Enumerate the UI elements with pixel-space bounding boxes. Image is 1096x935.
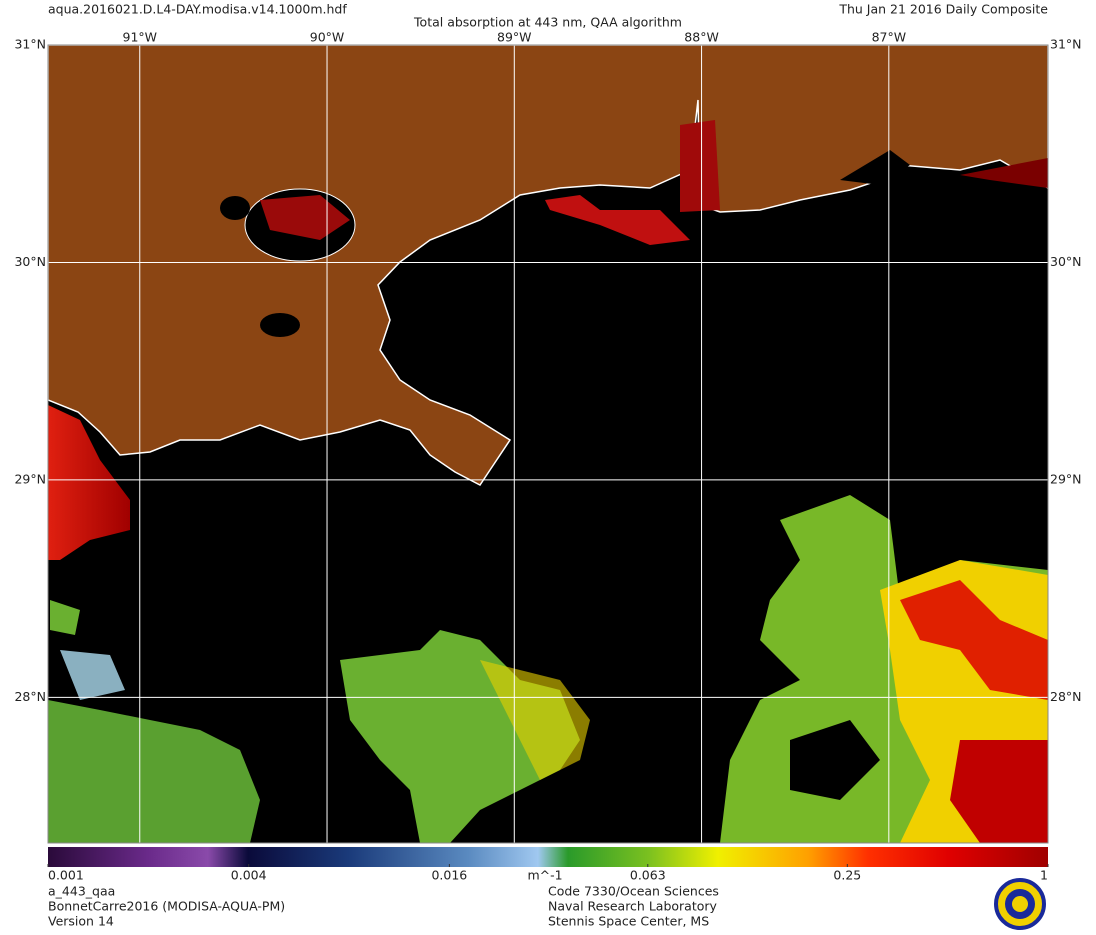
lake (220, 196, 250, 220)
footer-left-line: a_443_qaa (48, 884, 115, 899)
footer-center-line: Stennis Space Center, MS (548, 914, 709, 929)
colorbar-tick-label: 1 (1040, 868, 1048, 883)
lat-label: 31°N (14, 37, 46, 52)
footer-center-line: Naval Research Laboratory (548, 899, 718, 914)
green-area (48, 700, 260, 843)
red-area (680, 120, 720, 212)
lake (260, 313, 300, 337)
green-area (50, 600, 80, 635)
colorbar-ticks: 0.001 0.004 0.016 0.063 0.25 1 (47, 864, 1049, 883)
nrl-logo (994, 878, 1046, 930)
footer-left-line: Version 14 (48, 914, 114, 929)
blue-area (60, 650, 125, 700)
graticule (48, 45, 1048, 843)
file-name: aqua.2016021.D.L4-DAY.modisa.v14.1000m.h… (48, 2, 347, 17)
lon-label: 91°W (123, 30, 158, 45)
lat-label: 30°N (14, 254, 46, 269)
red-area (950, 740, 1048, 843)
footer-center-line: Code 7330/Ocean Sciences (548, 884, 719, 899)
red-area (960, 158, 1048, 188)
colorbar (48, 847, 1048, 867)
red-area (900, 580, 1048, 700)
lat-label: 29°N (14, 471, 46, 486)
colorbar-units: m^-1 (527, 868, 562, 883)
footer-left-line: BonnetCarre2016 (MODISA-AQUA-PM) (48, 899, 285, 914)
colorbar-tick-label: 0.25 (833, 868, 861, 883)
map-frame (47, 44, 1049, 844)
colorbar-tick-label: 0.063 (630, 868, 666, 883)
yellow-area (480, 660, 590, 780)
lon-label: 90°W (310, 30, 345, 45)
lon-label: 87°W (872, 30, 907, 45)
colorbar-tick-label: 0.001 (48, 868, 84, 883)
lon-label: 88°W (684, 30, 719, 45)
date-label: Thu Jan 21 2016 Daily Composite (838, 2, 1048, 17)
graticule-labels: 91°W 90°W 89°W 88°W 87°W 31°N 31°N 30°N 30°N 29°N… (14, 30, 1081, 704)
map-image (48, 45, 1048, 843)
colorbar-tick-label: 0.004 (231, 868, 267, 883)
lat-label: 31°N (1050, 37, 1082, 52)
gap (790, 720, 880, 800)
lat-label: 28°N (14, 689, 46, 704)
red-area (48, 405, 130, 560)
colorbar-tick-label: 0.016 (431, 868, 467, 883)
lat-label: 30°N (1050, 254, 1082, 269)
lon-label: 89°W (497, 30, 532, 45)
lat-label: 28°N (1050, 689, 1082, 704)
red-area (545, 195, 690, 245)
lat-label: 29°N (1050, 471, 1082, 486)
map-title: Total absorption at 443 nm, QAA algorith… (413, 15, 682, 30)
land (48, 45, 1048, 486)
bay (840, 150, 910, 185)
